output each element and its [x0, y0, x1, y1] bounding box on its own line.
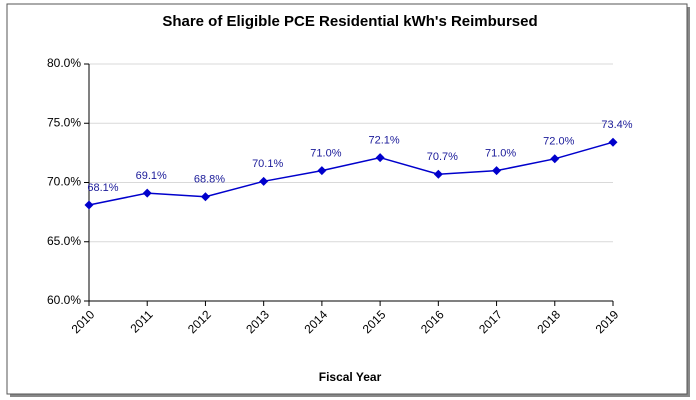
y-tick-label: 70.0%: [47, 175, 81, 189]
data-label: 70.1%: [252, 158, 283, 170]
y-tick-label: 60.0%: [47, 293, 81, 307]
y-tick-label: 75.0%: [47, 115, 81, 129]
point: [200, 192, 210, 202]
point: [142, 188, 152, 198]
point: [492, 166, 502, 176]
data-label: 72.0%: [543, 136, 574, 148]
frame: [6, 3, 688, 395]
point: [375, 153, 385, 163]
data-label: 73.4%: [601, 119, 632, 131]
data-label: 71.0%: [485, 148, 516, 160]
data-label: 70.7%: [427, 151, 458, 163]
point: [433, 169, 443, 179]
x-axis-label: Fiscal Year: [319, 370, 382, 384]
y-tick-label: 80.0%: [47, 56, 81, 70]
data-label: 68.8%: [194, 174, 225, 186]
point: [550, 154, 560, 164]
data-label: 69.1%: [136, 170, 167, 182]
point: [84, 200, 94, 210]
point: [317, 166, 327, 176]
line: [88, 141, 614, 206]
chart-title: Share of Eligible PCE Residential kWh's …: [162, 13, 537, 30]
data-label: 71.0%: [310, 148, 341, 160]
point: [608, 137, 618, 147]
data-label: 72.1%: [369, 135, 400, 147]
y-tick-label: 65.0%: [47, 234, 81, 248]
data-label: 68.1%: [87, 182, 118, 194]
point: [259, 176, 269, 186]
